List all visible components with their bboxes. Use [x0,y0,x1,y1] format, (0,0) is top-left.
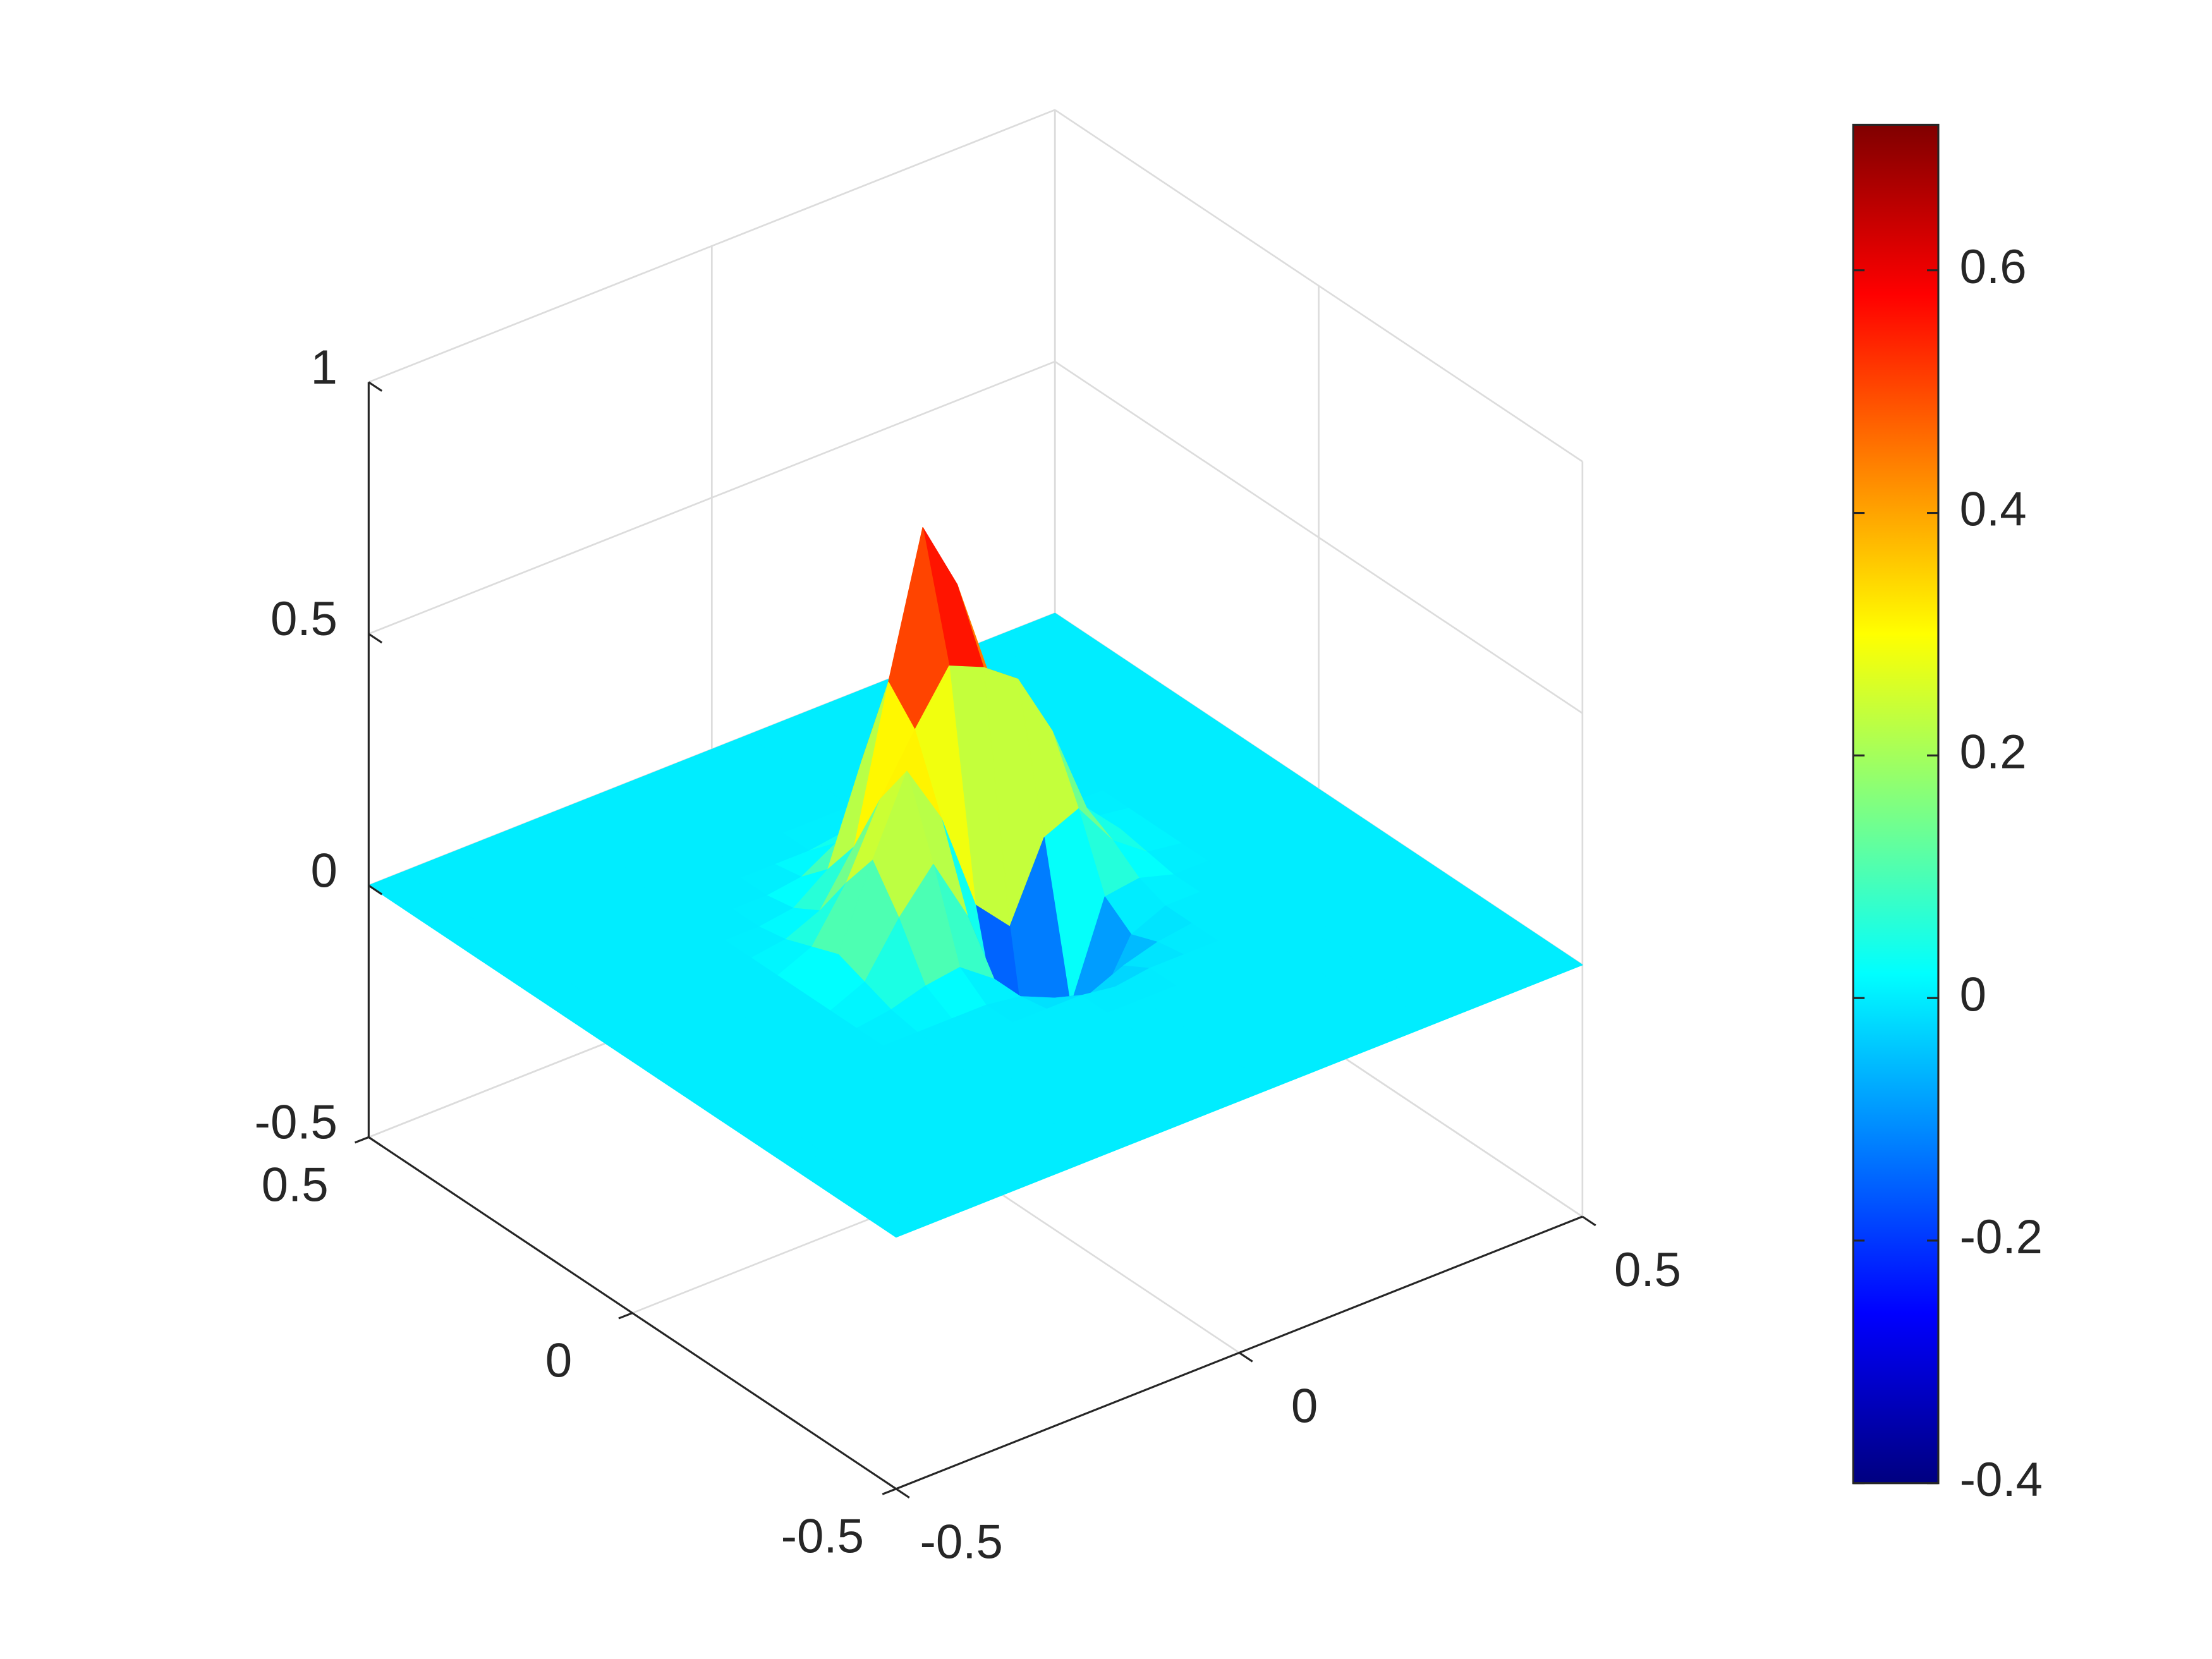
x-tick [896,1488,910,1498]
z-tick [368,884,383,896]
colorbar-tick-label: -0.4 [1960,1453,2043,1507]
z-tick [368,381,383,392]
x-tick-label: -0.5 [920,1516,1002,1569]
z-tick-label: 0 [311,844,337,897]
colorbar-tick-label: 0.4 [1960,483,2027,537]
y-tick [618,1312,633,1320]
y-tick-label: 0 [545,1334,572,1387]
colorbar-tick-label: 0 [1960,968,1986,1021]
surface-patch [869,1205,931,1238]
grid-line [1054,360,1583,714]
y-tick-label: -0.5 [781,1510,864,1564]
x-axis [896,1215,1583,1490]
colorbar [1852,123,1940,1485]
y-tick [882,1488,897,1495]
z-tick [368,633,383,644]
colorbar-tick-label: 0.6 [1960,240,2027,294]
grid-line [368,360,1055,635]
z-tick-label: -0.5 [255,1096,337,1150]
x-tick-label: 0.5 [1614,1243,1681,1297]
y-tick [354,1136,369,1144]
z-tick-label: 0.5 [270,592,337,646]
grid-line [368,109,1055,383]
x-tick [1239,1352,1253,1363]
x-tick [1581,1215,1596,1227]
z-tick [368,1136,383,1147]
z-tick-label: 1 [311,341,337,394]
colorbar-tick-label: 0.2 [1960,726,2027,779]
x-tick-label: 0 [1291,1379,1318,1433]
y-tick-label: 0.5 [262,1158,329,1212]
grid-line [1054,109,1583,463]
colorbar-tick-label: -0.2 [1960,1210,2043,1264]
